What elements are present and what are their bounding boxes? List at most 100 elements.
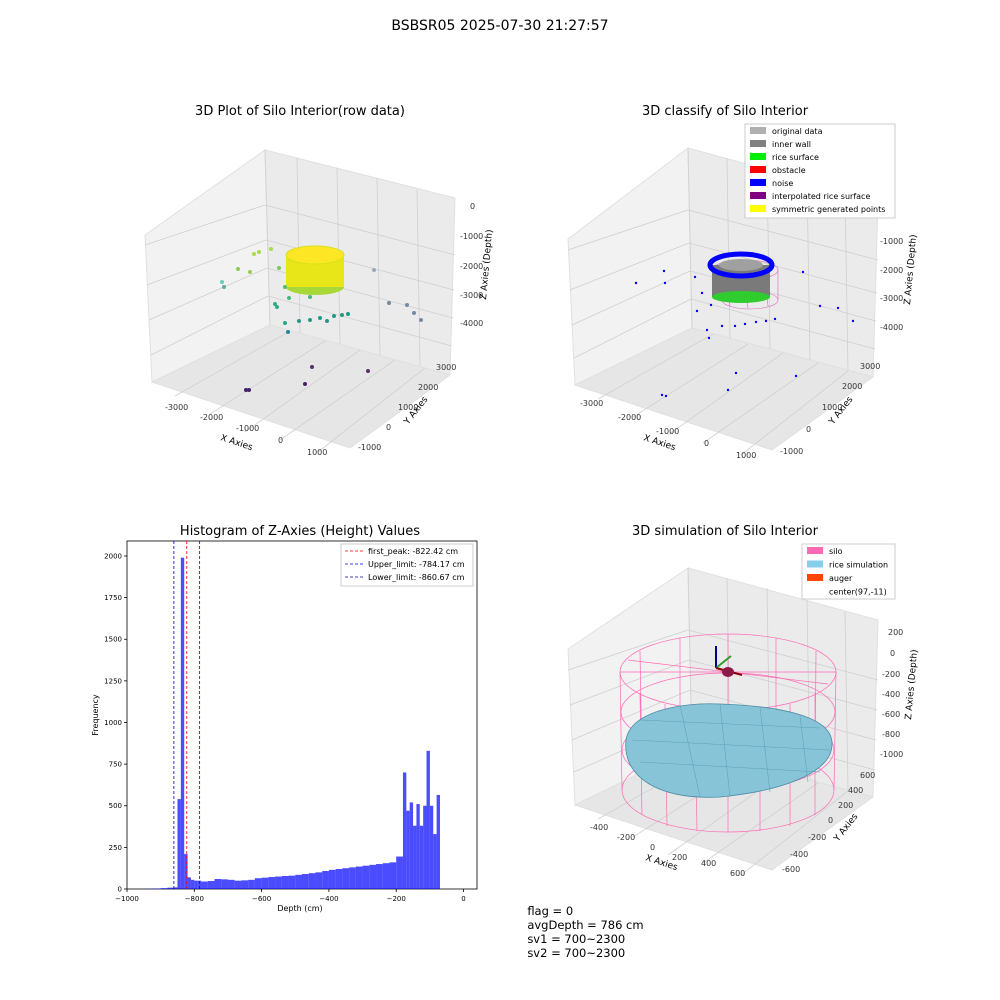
histogram-threshold-lines bbox=[173, 541, 201, 889]
histogram-bar bbox=[254, 878, 262, 889]
simulation-x-tick: 400 bbox=[701, 859, 716, 868]
histogram-bar bbox=[419, 825, 424, 889]
histogram-bar bbox=[207, 881, 215, 889]
histogram-x-tick-label: −200 bbox=[387, 895, 406, 903]
histogram-bar bbox=[416, 804, 420, 889]
classify-z-tick: -3000 bbox=[880, 294, 903, 303]
noise-point bbox=[764, 319, 768, 323]
raw-point bbox=[283, 285, 287, 289]
histogram-bars bbox=[147, 557, 440, 889]
noise-point bbox=[709, 303, 713, 307]
noise-point bbox=[664, 394, 668, 398]
legend-swatch bbox=[750, 205, 766, 212]
histogram-bar bbox=[308, 873, 316, 889]
legend-label: inner wall bbox=[772, 140, 811, 149]
classify-z-label: Z Axies (Depth) bbox=[903, 234, 919, 305]
noise-point bbox=[818, 304, 822, 308]
simulation-x-tick: 600 bbox=[730, 869, 745, 878]
histogram-bar bbox=[180, 557, 185, 889]
histogram-y-tick-label: 750 bbox=[109, 761, 122, 769]
simulation-legend: silo rice simulation auger center(97,-11) bbox=[801, 543, 896, 600]
histogram-y-label: Frequency bbox=[91, 694, 100, 736]
histogram-x-tick-label: 0 bbox=[461, 895, 465, 903]
legend-label: center(97,-11) bbox=[829, 588, 887, 597]
noise-point bbox=[707, 336, 711, 340]
histogram-bar bbox=[248, 879, 255, 889]
histogram-y-tick-label: 1500 bbox=[104, 636, 122, 644]
noise-point bbox=[705, 328, 709, 332]
flag-value: flag = 0 bbox=[527, 904, 574, 918]
raw-point bbox=[325, 319, 329, 323]
noise-point bbox=[851, 319, 855, 323]
histogram-bar bbox=[241, 880, 249, 889]
histogram-bar bbox=[268, 877, 276, 889]
legend-label: obstacle bbox=[772, 166, 806, 175]
simulation-plot-title: 3D simulation of Silo Interior bbox=[632, 524, 818, 539]
noise-point bbox=[700, 291, 704, 295]
raw-z-tick: -2000 bbox=[460, 262, 483, 271]
histogram-bar bbox=[389, 862, 397, 889]
histogram-bar bbox=[376, 864, 383, 889]
raw-point bbox=[273, 302, 277, 306]
histogram-bar bbox=[201, 881, 208, 889]
classify-z-ticks: 0 -1000 -2000 -3000 -4000 bbox=[880, 208, 903, 332]
noise-point bbox=[726, 388, 730, 392]
raw-point bbox=[308, 295, 312, 299]
raw-point bbox=[277, 266, 281, 270]
histogram-bar bbox=[288, 875, 296, 889]
raw-point bbox=[346, 312, 350, 316]
simulation-y-tick: -400 bbox=[790, 850, 808, 859]
classify-x-tick: 0 bbox=[704, 439, 709, 448]
noise-point bbox=[693, 275, 697, 279]
histogram-bar bbox=[227, 879, 235, 889]
noise-point bbox=[663, 281, 667, 285]
legend-label: noise bbox=[772, 179, 793, 188]
legend-swatch bbox=[750, 153, 766, 160]
classify-x-tick: -2000 bbox=[618, 413, 641, 422]
legend-label: rice simulation bbox=[829, 561, 888, 570]
raw-point bbox=[332, 314, 336, 318]
histogram-bar bbox=[335, 869, 343, 889]
classify-z-tick: -4000 bbox=[880, 323, 903, 332]
noise-point bbox=[734, 371, 738, 375]
histogram-bar bbox=[342, 868, 350, 889]
histogram-bar bbox=[402, 772, 407, 889]
simulation-y-tick: 0 bbox=[828, 816, 833, 825]
simulation-x-ticks: -400 -200 0 200 400 600 bbox=[590, 823, 745, 878]
raw-point bbox=[248, 270, 252, 274]
histogram-bar bbox=[234, 880, 242, 889]
classify-original-data bbox=[719, 259, 763, 271]
raw-y-tick: 1000 bbox=[398, 403, 418, 412]
raw-point bbox=[419, 318, 423, 322]
histogram-bar bbox=[197, 880, 202, 889]
raw-point bbox=[247, 388, 251, 392]
histogram-y-tick-label: 250 bbox=[109, 844, 122, 852]
raw-x-tick: -3000 bbox=[165, 403, 188, 412]
noise-point bbox=[773, 317, 777, 321]
simulation-y-ticks: -600 -400 -200 0 200 400 600 bbox=[782, 771, 875, 874]
raw-3d-plot: -3000 -2000 -1000 0 1000 X Axies -1000 0… bbox=[144, 149, 495, 457]
histogram-legend-label: Lower_limit: -860.67 cm bbox=[368, 573, 465, 582]
simulation-z-ticks: 200 0 -200 -400 -600 -800 -1000 bbox=[880, 628, 903, 759]
raw-plot-title: 3D Plot of Silo Interior(row data) bbox=[195, 104, 405, 119]
raw-scatter-points bbox=[220, 247, 423, 392]
histogram-bar bbox=[315, 872, 323, 889]
histogram-bar bbox=[426, 750, 430, 889]
simulation-y-tick: 600 bbox=[860, 771, 875, 780]
histogram-bar bbox=[281, 876, 289, 889]
histogram-bar bbox=[362, 865, 370, 889]
raw-point bbox=[303, 382, 307, 386]
histogram-bar bbox=[194, 880, 198, 889]
simulation-z-tick: -800 bbox=[882, 730, 900, 739]
simulation-z-tick: 200 bbox=[888, 628, 903, 637]
histogram-y-ticks: 0 250 500 750 1000 1250 1500 1750 2000 bbox=[104, 552, 127, 894]
raw-point bbox=[412, 311, 416, 315]
simulation-x-tick: 200 bbox=[672, 853, 687, 862]
raw-y-tick: 0 bbox=[386, 423, 391, 432]
raw-floor-pane bbox=[150, 324, 452, 449]
histogram-y-tick-label: 2000 bbox=[104, 552, 122, 560]
auger-marker bbox=[722, 667, 734, 677]
histogram-y-tick-label: 1750 bbox=[104, 594, 122, 602]
histogram-y-tick-label: 0 bbox=[118, 886, 122, 894]
simulation-y-tick: -200 bbox=[808, 833, 826, 842]
